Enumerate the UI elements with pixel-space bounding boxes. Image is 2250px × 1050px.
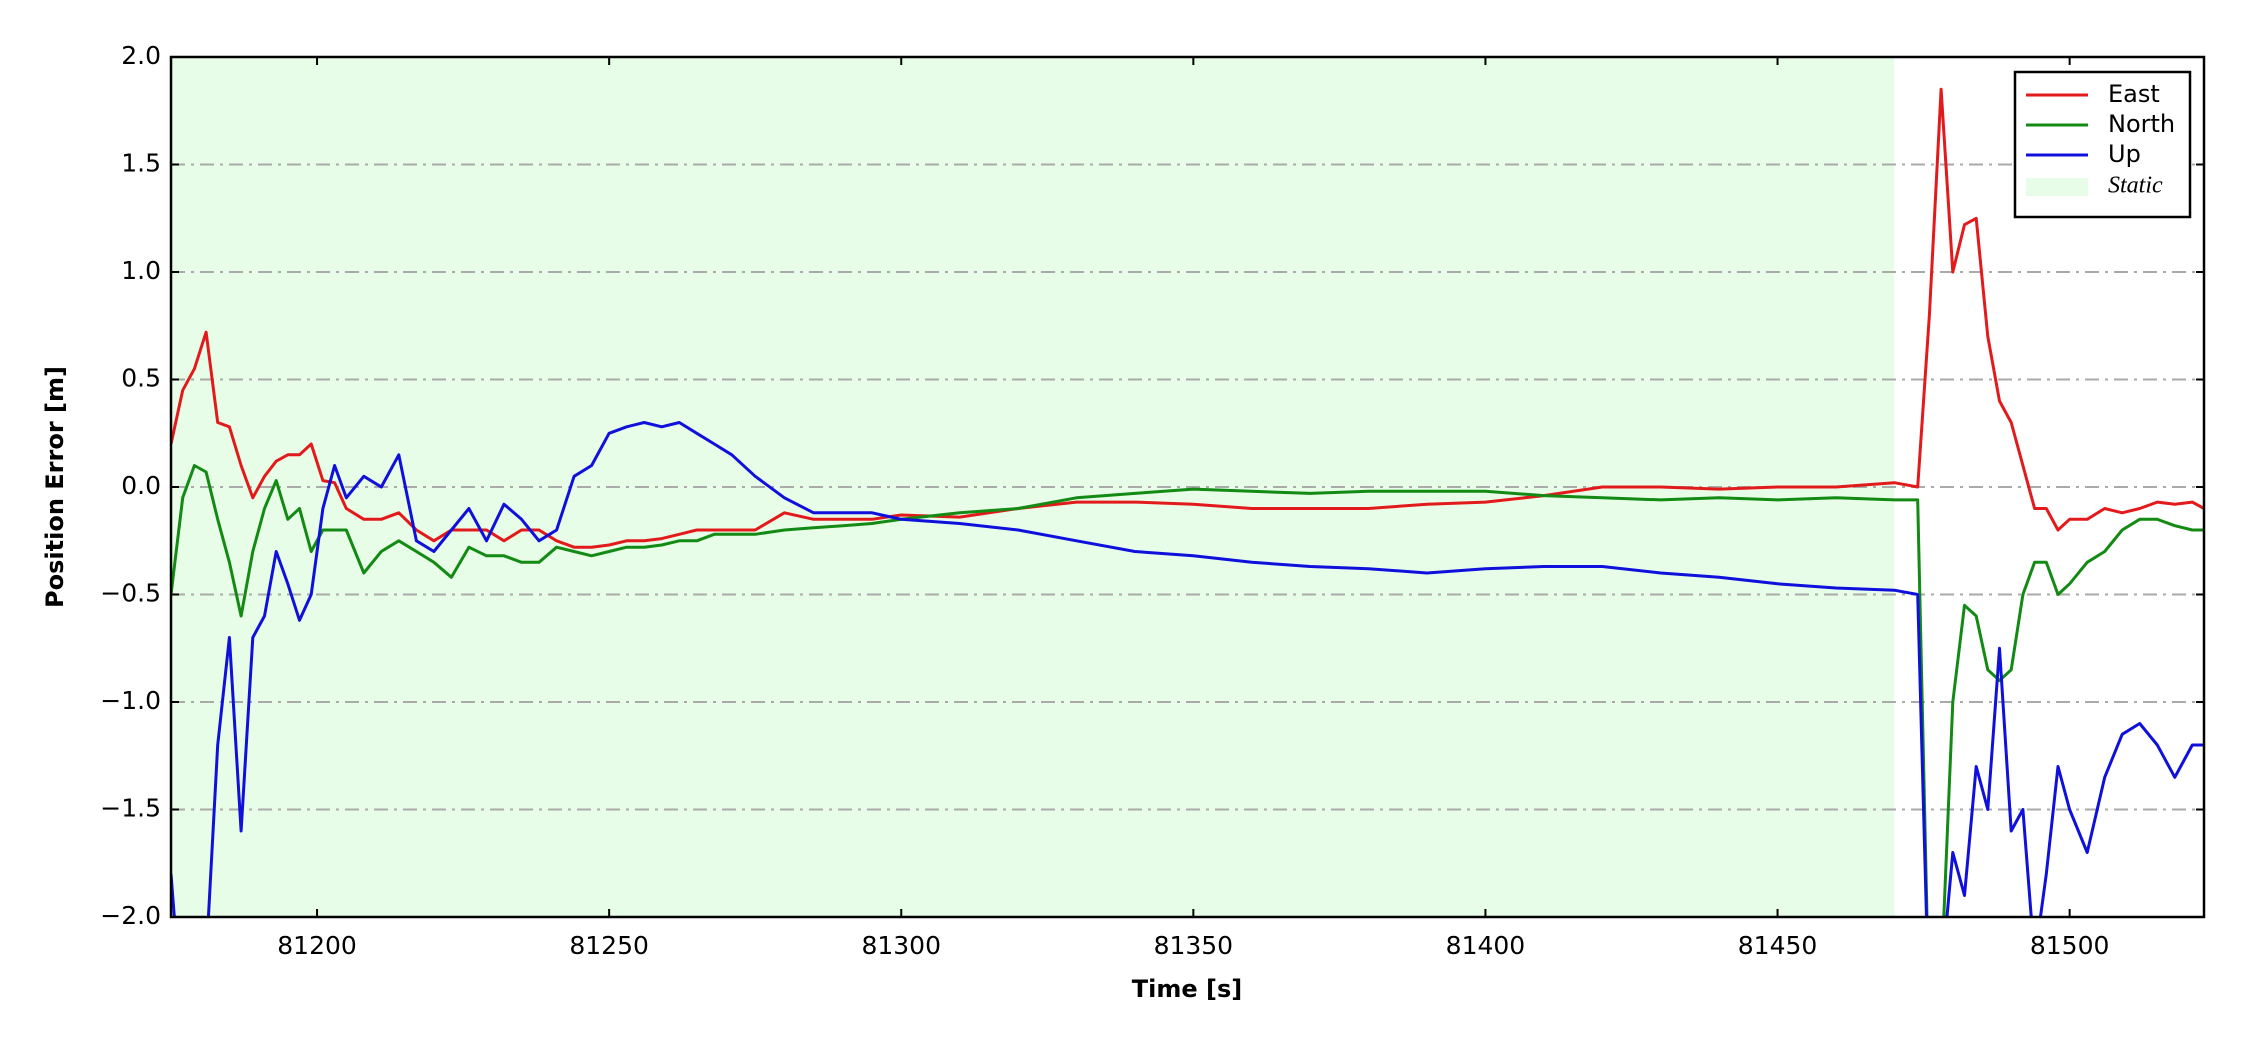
y-tick-label: −1.0 [100,686,161,715]
y-axis-label: Position Error [m] [41,366,69,608]
legend-label: East [2108,80,2160,108]
x-tick-label: 81300 [861,931,941,960]
y-tick-label: 1.0 [121,256,161,285]
x-tick-label: 81250 [569,931,649,960]
y-tick-label: −1.5 [100,794,161,823]
x-tick-label: 81400 [1446,931,1526,960]
legend-label: Up [2108,140,2141,168]
y-tick-label: −2.0 [100,901,161,930]
series-line [171,421,2204,917]
y-tick-label: 0.0 [121,471,161,500]
x-tick-label: 81500 [2030,931,2110,960]
y-tick-label: 2.0 [121,41,161,70]
x-tick-label: 81200 [277,931,357,960]
legend-swatch [2026,178,2088,196]
x-tick-label: 81450 [1738,931,1818,960]
plot-frame [169,55,2206,919]
x-axis-label: Time [s] [1132,975,1242,1003]
legend-label: Static [2108,173,2163,199]
legend-label: North [2108,110,2175,138]
y-tick-label: 0.5 [121,364,161,393]
y-tick-label: 1.5 [121,149,161,178]
y-tick-label: −0.5 [100,579,161,608]
series-line [171,464,2204,917]
x-tick-label: 81350 [1154,931,1234,960]
